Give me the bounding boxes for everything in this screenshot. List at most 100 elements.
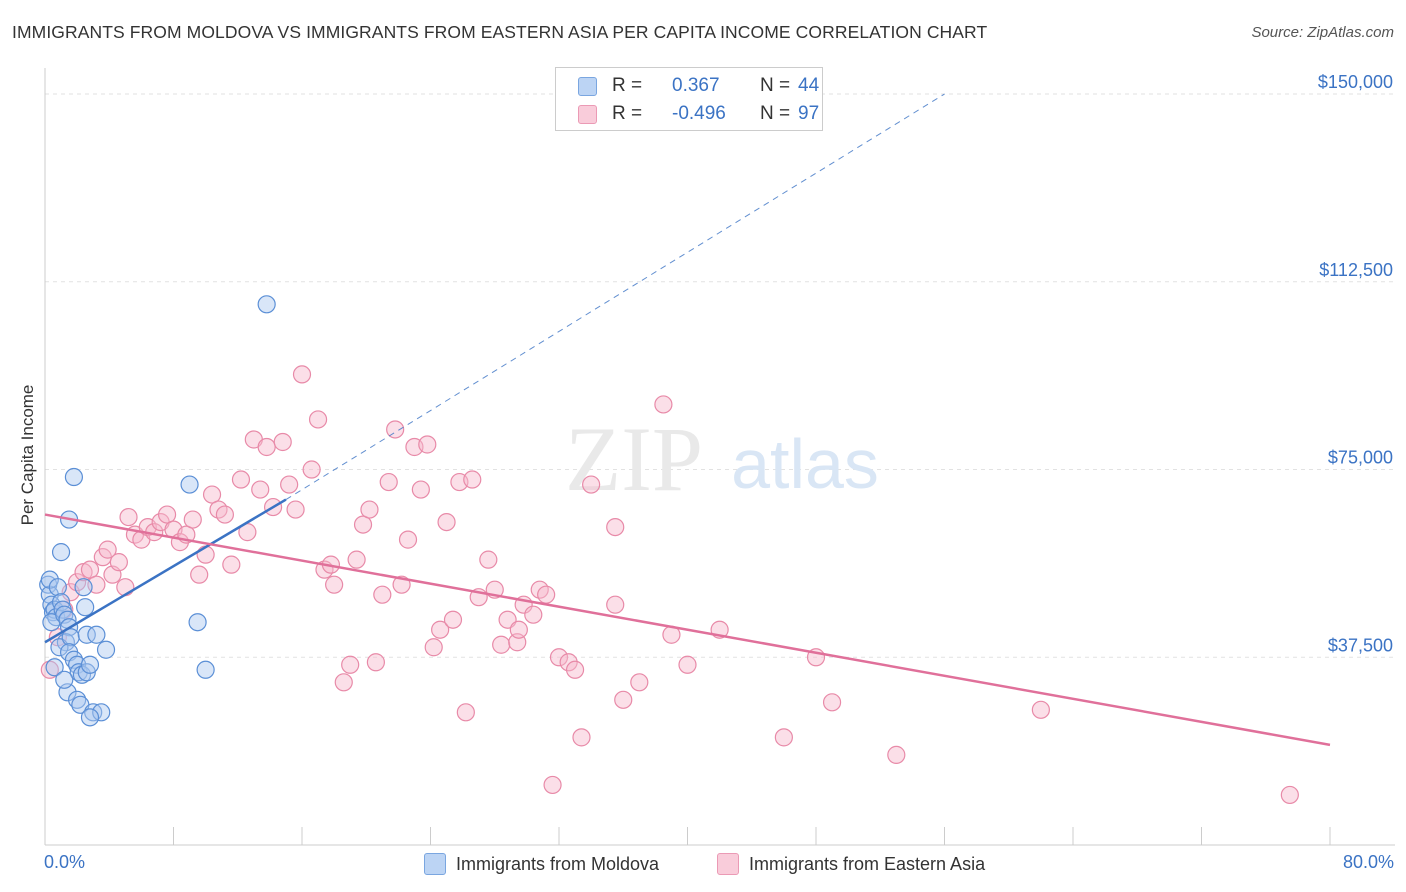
eastern-asia-point xyxy=(537,585,556,604)
eastern-asia-point xyxy=(286,500,305,519)
eastern-asia-point xyxy=(565,660,585,679)
eastern-asia-point xyxy=(559,653,578,672)
eastern-asia-point xyxy=(273,432,292,452)
eastern-asia-point xyxy=(774,728,793,747)
eastern-asia-point xyxy=(183,510,202,529)
eastern-asia-point xyxy=(543,775,562,795)
legend-n-value: 97 xyxy=(798,103,820,124)
moldova-trend-line xyxy=(44,498,287,644)
eastern-asia-point xyxy=(308,410,328,429)
eastern-asia-point xyxy=(251,480,270,499)
moldova-point xyxy=(257,295,276,314)
eastern-asia-point xyxy=(614,690,633,709)
eastern-asia-point xyxy=(302,460,321,479)
y-tick-label: $37,500 xyxy=(1328,635,1393,655)
eastern-asia-point xyxy=(479,550,498,569)
moldova-point xyxy=(74,578,93,597)
eastern-asia-point xyxy=(606,595,625,614)
watermark: ZIP atlas xyxy=(565,408,879,510)
eastern-asia-point xyxy=(215,505,234,524)
moldova-point xyxy=(48,578,67,597)
eastern-asia-point xyxy=(431,620,450,639)
bottom-legend-label-moldova: Immigrants from Moldova xyxy=(456,853,660,874)
eastern-asia-point xyxy=(257,437,276,457)
eastern-asia-point xyxy=(325,575,344,594)
eastern-asia-point xyxy=(40,660,59,679)
eastern-asia-point xyxy=(116,578,135,597)
eastern-asia-point xyxy=(549,648,569,667)
eastern-asia-point xyxy=(157,505,177,524)
y-tick-label: $75,000 xyxy=(1328,448,1393,468)
legend-swatch-eastern-asia xyxy=(578,104,597,124)
moldova-trend-extension xyxy=(285,93,945,500)
eastern-asia-point xyxy=(202,485,222,504)
bottom-legend-eastern-asia: Immigrants from Eastern Asia xyxy=(717,852,985,876)
eastern-asia-point xyxy=(341,655,360,674)
eastern-asia-point xyxy=(119,507,138,527)
moldova-point xyxy=(96,640,116,659)
eastern-asia-point xyxy=(386,420,405,439)
eastern-asia-point xyxy=(190,565,209,584)
eastern-asia-point xyxy=(524,605,543,624)
eastern-asia-point xyxy=(1280,785,1299,805)
moldova-point xyxy=(77,625,96,644)
eastern-asia-point xyxy=(424,638,443,657)
legend-n-label: N = xyxy=(760,75,791,96)
moldova-point xyxy=(68,690,87,709)
eastern-asia-point xyxy=(509,620,528,639)
grid-lines xyxy=(45,93,1395,658)
eastern-asia-point xyxy=(463,470,482,489)
correlation-legend: R = 0.367 N = 44 R = -0.496 N = 97 xyxy=(555,67,823,131)
eastern-asia-point xyxy=(379,472,398,492)
eastern-asia-point xyxy=(582,475,601,494)
y-tick-label: $112,500 xyxy=(1319,260,1393,280)
legend-n-value: 44 xyxy=(798,75,820,96)
eastern-asia-point xyxy=(196,545,215,564)
eastern-asia-point xyxy=(353,515,373,534)
moldova-point xyxy=(87,625,106,644)
moldova-point xyxy=(51,543,71,562)
eastern-asia-point xyxy=(366,653,385,672)
eastern-asia-point xyxy=(222,555,241,574)
eastern-asia-point xyxy=(360,500,379,519)
eastern-asia-point xyxy=(373,585,392,604)
watermark-zip: ZIP xyxy=(565,408,703,510)
series-moldova-points xyxy=(39,295,276,727)
eastern-asia-point xyxy=(334,673,353,692)
eastern-asia-point xyxy=(654,395,673,414)
chart-title: IMMIGRANTS FROM MOLDOVA VS IMMIGRANTS FR… xyxy=(12,22,988,42)
legend-r-value: -0.496 xyxy=(672,103,726,124)
axes xyxy=(44,68,1395,846)
eastern-asia-point xyxy=(109,553,128,572)
bottom-legend-label-eastern-asia: Immigrants from Eastern Asia xyxy=(749,853,986,874)
eastern-asia-point xyxy=(411,480,430,499)
y-tick-label: $150,000 xyxy=(1318,72,1393,92)
moldova-point xyxy=(196,660,215,679)
eastern-asia-point xyxy=(98,540,117,559)
legend-n-label: N = xyxy=(760,103,791,124)
bottom-legend-moldova: Immigrants from Moldova xyxy=(424,852,659,876)
x-tick-min: 0.0% xyxy=(44,852,86,872)
eastern-asia-point xyxy=(1031,700,1050,719)
eastern-asia-point xyxy=(456,703,475,722)
x-tick-max: 80.0% xyxy=(1342,852,1394,872)
watermark-atlas: atlas xyxy=(731,425,879,503)
eastern-asia-point xyxy=(887,745,906,764)
trend-lines xyxy=(44,93,1331,747)
bottom-legend-swatch-moldova xyxy=(424,853,446,875)
moldova-point xyxy=(45,658,64,677)
eastern-asia-point xyxy=(678,655,697,674)
eastern-asia-point xyxy=(443,610,463,629)
eastern-asia-point xyxy=(492,635,511,654)
moldova-point xyxy=(80,708,100,727)
bottom-legend-swatch-eastern-asia xyxy=(717,853,739,875)
eastern-asia-point xyxy=(630,673,649,692)
eastern-asia-point xyxy=(822,693,842,712)
moldova-point xyxy=(188,613,207,632)
moldova-point xyxy=(68,655,87,674)
legend-r-value: 0.367 xyxy=(672,75,720,96)
y-tick-labels: $37,500 $75,000 $112,500 $150,000 xyxy=(1318,72,1393,655)
legend-r-label: R = xyxy=(612,103,643,124)
eastern-asia-point xyxy=(280,475,299,494)
